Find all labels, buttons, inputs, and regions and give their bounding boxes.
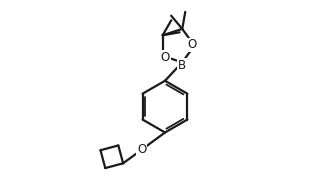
Text: O: O xyxy=(160,51,170,64)
Text: B: B xyxy=(178,59,186,72)
Text: O: O xyxy=(187,39,197,51)
Text: O: O xyxy=(137,143,146,156)
